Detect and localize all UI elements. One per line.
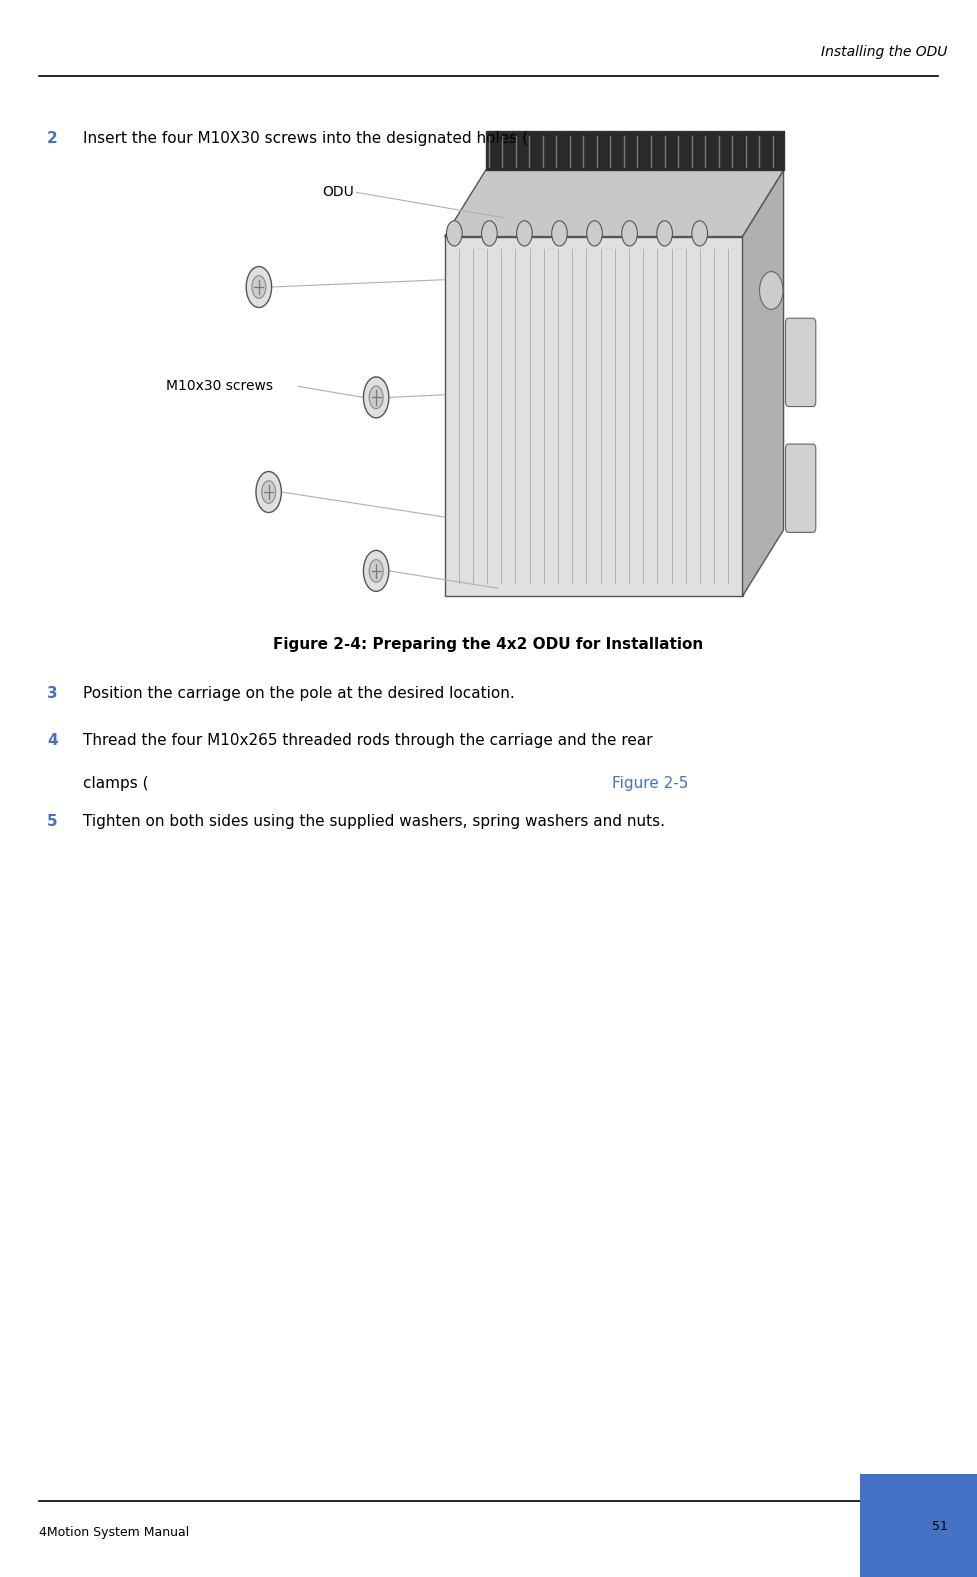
Circle shape [446, 221, 462, 246]
Text: 3: 3 [47, 686, 58, 702]
Circle shape [517, 221, 532, 246]
Text: Thread the four M10x265 threaded rods through the carriage and the rear: Thread the four M10x265 threaded rods th… [83, 733, 653, 749]
Text: Insert the four M10X30 screws into the designated holes (: Insert the four M10X30 screws into the d… [83, 131, 528, 147]
FancyBboxPatch shape [786, 445, 816, 533]
Text: clamps (: clamps ( [83, 776, 149, 792]
Polygon shape [486, 131, 784, 170]
Circle shape [256, 472, 281, 513]
Circle shape [262, 481, 276, 503]
Circle shape [482, 221, 497, 246]
Text: Figure 2-5: Figure 2-5 [612, 776, 688, 792]
Circle shape [692, 221, 707, 246]
FancyBboxPatch shape [860, 1474, 977, 1577]
Circle shape [363, 377, 389, 418]
Circle shape [657, 221, 672, 246]
Circle shape [587, 221, 603, 246]
Circle shape [552, 221, 568, 246]
FancyBboxPatch shape [786, 319, 816, 407]
Text: Figure 2-4: Preparing the 4x2 ODU for Installation: Figure 2-4: Preparing the 4x2 ODU for In… [274, 637, 703, 653]
Circle shape [246, 267, 272, 308]
Circle shape [369, 386, 383, 408]
Text: 4: 4 [47, 733, 58, 749]
Polygon shape [445, 170, 784, 237]
Circle shape [759, 271, 783, 309]
Text: 5: 5 [47, 814, 58, 830]
Text: Installing the ODU: Installing the ODU [822, 46, 948, 58]
Polygon shape [743, 170, 784, 596]
Circle shape [621, 221, 637, 246]
Text: 51: 51 [932, 1520, 948, 1533]
Text: 2: 2 [47, 131, 58, 147]
Text: 4Motion System Manual: 4Motion System Manual [39, 1527, 190, 1539]
Text: ODU: ODU [322, 186, 354, 199]
FancyBboxPatch shape [445, 237, 743, 596]
Circle shape [252, 276, 266, 298]
Text: Position the carriage on the pole at the desired location.: Position the carriage on the pole at the… [83, 686, 515, 702]
Circle shape [363, 550, 389, 591]
Text: M10x30 screws: M10x30 screws [166, 380, 274, 393]
Text: Tighten on both sides using the supplied washers, spring washers and nuts.: Tighten on both sides using the supplied… [83, 814, 665, 830]
Circle shape [369, 560, 383, 582]
